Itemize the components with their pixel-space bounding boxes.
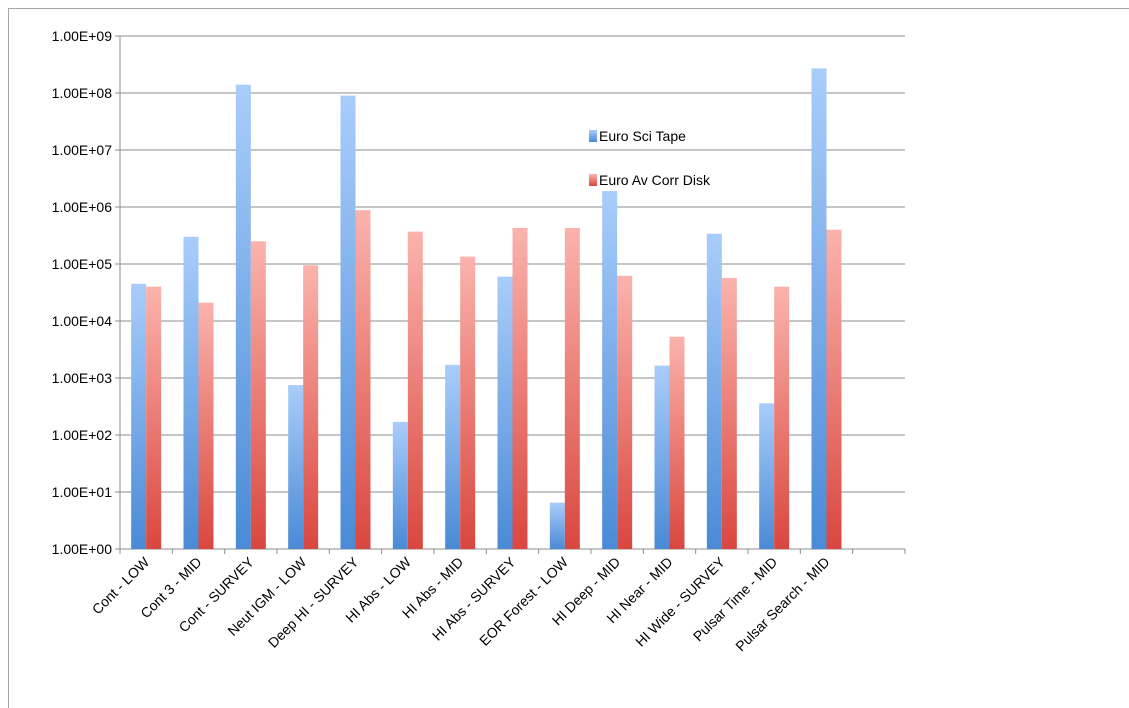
x-tick-label: Deep HI - SURVEY (265, 553, 362, 650)
legend-label: Euro Sci Tape (599, 128, 686, 144)
y-tick-label: 1.00E+03 (52, 370, 113, 386)
bar-euro-av-corr-disk (250, 241, 266, 549)
bar-euro-sci-tape (602, 191, 618, 550)
x-tick-label: EOR Forest - LOW (476, 553, 571, 648)
bar-euro-sci-tape (497, 276, 513, 549)
bar-euro-sci-tape (654, 365, 670, 549)
y-tick-label: 1.00E+01 (52, 484, 113, 500)
bar-euro-av-corr-disk (826, 229, 842, 549)
y-tick-label: 1.00E+06 (52, 199, 113, 215)
legend-label: Euro Av Corr Disk (599, 172, 711, 188)
legend: Euro Sci Tape Euro Av Corr Disk (589, 128, 711, 188)
bar-euro-sci-tape (445, 364, 461, 549)
bar-euro-av-corr-disk (669, 336, 685, 549)
bar-euro-sci-tape (706, 233, 722, 550)
x-tick-label: Pulsar Search - MID (732, 554, 832, 654)
bar-euro-av-corr-disk (303, 265, 319, 549)
bar-euro-av-corr-disk (512, 227, 528, 549)
y-tick-label: 1.00E+02 (52, 427, 113, 443)
bar-euro-sci-tape (288, 385, 304, 549)
bar-euro-sci-tape (235, 84, 251, 549)
y-tick-label: 1.00E+00 (52, 541, 113, 557)
y-tick-label: 1.00E+07 (52, 142, 113, 158)
bar-euro-av-corr-disk (407, 231, 423, 550)
bar-euro-av-corr-disk (721, 277, 737, 549)
bar-euro-av-corr-disk (460, 256, 476, 549)
y-tick-label: 1.00E+08 (52, 85, 113, 101)
y-tick-label: 1.00E+05 (52, 256, 113, 272)
bar-euro-sci-tape (340, 95, 356, 549)
x-tick-label: HI Wide - SURVEY (632, 553, 728, 649)
bar-euro-sci-tape (183, 236, 199, 550)
legend-swatch (589, 174, 597, 186)
bar-euro-sci-tape (759, 403, 775, 549)
bar-euro-av-corr-disk (617, 275, 633, 549)
bar-euro-av-corr-disk (198, 302, 214, 549)
bar-euro-av-corr-disk (774, 286, 790, 549)
bar-euro-av-corr-disk (355, 210, 371, 549)
bar-euro-av-corr-disk (564, 227, 580, 549)
bars (131, 68, 842, 550)
bar-euro-sci-tape (392, 421, 408, 549)
bar-euro-sci-tape (549, 502, 565, 549)
bar-euro-av-corr-disk (146, 286, 162, 549)
y-tick-label: 1.00E+04 (52, 313, 113, 329)
bar-euro-sci-tape (131, 283, 147, 549)
bar-euro-sci-tape (811, 68, 827, 549)
y-tick-label: 1.00E+09 (52, 28, 113, 44)
legend-swatch (589, 130, 597, 142)
